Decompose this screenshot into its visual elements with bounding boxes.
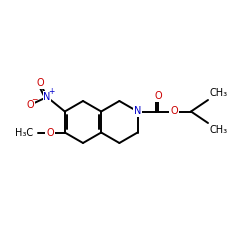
Text: O: O xyxy=(170,106,178,117)
Text: O: O xyxy=(46,128,54,138)
Text: CH₃: CH₃ xyxy=(209,88,227,98)
Text: O: O xyxy=(154,91,162,101)
Text: N: N xyxy=(134,106,141,117)
Text: O: O xyxy=(26,100,34,110)
Text: −: − xyxy=(31,95,38,104)
Text: H₃C: H₃C xyxy=(15,128,33,138)
Text: O: O xyxy=(36,78,44,88)
Text: CH₃: CH₃ xyxy=(209,125,227,135)
Text: +: + xyxy=(48,88,55,96)
Text: N: N xyxy=(43,92,51,102)
